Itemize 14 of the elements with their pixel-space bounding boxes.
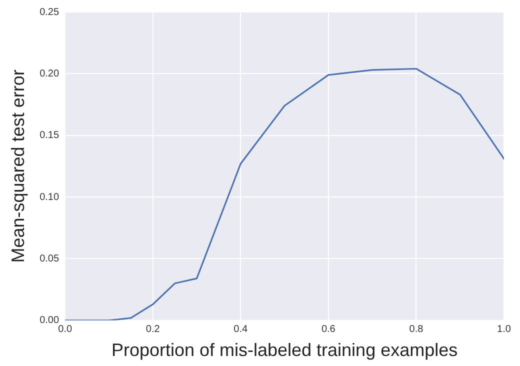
x-tick-label: 0.6 — [321, 324, 336, 336]
y-tick-label: 0.10 — [40, 192, 60, 203]
y-tick-label: 0.25 — [40, 6, 60, 18]
y-tick-label: 0.05 — [40, 253, 60, 264]
x-tick-label: 0.8 — [409, 324, 424, 336]
x-tick-label: 1.0 — [497, 324, 512, 336]
x-tick-label: 0.4 — [234, 324, 248, 336]
y-tick-label: 0.15 — [40, 130, 60, 142]
x-axis-title: Proportion of mis-labeled training examples — [111, 340, 458, 360]
x-tick-label: 0.2 — [146, 324, 160, 336]
x-tick-label: 0.0 — [58, 324, 72, 336]
y-tick-label: 0.00 — [40, 315, 60, 326]
y-tick-label: 0.20 — [40, 68, 60, 80]
y-axis-title: Mean-squared test error — [8, 70, 28, 263]
